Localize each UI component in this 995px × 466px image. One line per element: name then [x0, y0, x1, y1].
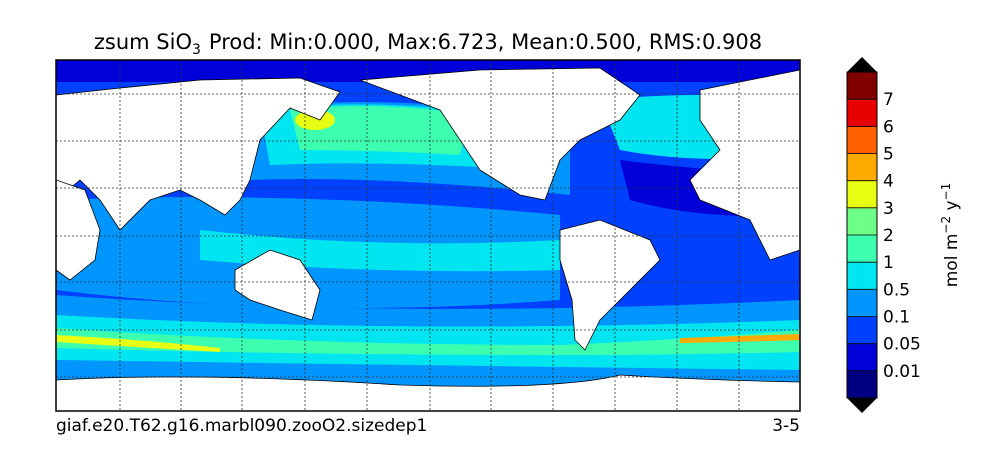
colorbar-segment	[847, 370, 877, 399]
ocean-zone	[680, 334, 800, 343]
colorbar-label: mol m−2 y−1	[939, 183, 962, 288]
land-australia	[234, 249, 321, 321]
colorbar-tick-label: 1	[883, 253, 894, 273]
colorbar: 0.01 0.05 0.1 0.5 1 2 3 4 5 6 7	[846, 57, 921, 413]
land-africa-east	[56, 179, 101, 281]
map-frame	[55, 59, 801, 412]
colorbar-segment	[847, 72, 877, 100]
land-europe-africa	[689, 69, 800, 261]
label-exp2: −1	[939, 183, 953, 201]
colorbar-tick-label: 3	[883, 199, 894, 219]
colorbar-tick-label: 0.1	[883, 308, 910, 328]
label-exp1: −2	[939, 216, 953, 234]
graticule	[56, 60, 800, 411]
label-base: mol m	[942, 234, 962, 288]
map	[56, 60, 800, 411]
colorbar-segment	[847, 126, 877, 154]
ocean-zone	[290, 106, 470, 155]
colorbar-tick-label: 5	[883, 145, 894, 165]
title-main: zsum SiO	[94, 30, 192, 54]
land-asia	[56, 77, 341, 231]
land-south-america	[559, 219, 661, 351]
colorbar-extend-bottom	[847, 398, 877, 413]
colorbar-tick-label: 0.01	[883, 362, 921, 382]
colorbar-segment	[847, 289, 877, 317]
colorbar-tick-label: 2	[883, 226, 894, 246]
colorbar-tick-label: 0.5	[883, 280, 910, 300]
colorbar-tick-label: 0.05	[883, 335, 921, 355]
colorbar-segment	[847, 99, 877, 127]
colorbar-segment	[847, 262, 877, 290]
colorbar-segment	[847, 180, 877, 209]
title-subscript: 3	[192, 42, 201, 58]
footer-left: giaf.e20.T62.g16.marbl090.zooO2.sizedep1	[56, 416, 427, 436]
label-mid: y	[942, 200, 962, 215]
title-stats: Prod: Min:0.000, Max:6.723, Mean:0.500, …	[209, 30, 762, 54]
colorbar-tick-label: 4	[883, 172, 894, 192]
colorbar-segment	[847, 207, 877, 236]
colorbar-tick-label: 7	[883, 90, 894, 110]
map-title: zsum SiO3 Prod: Min:0.000, Max:6.723, Mea…	[94, 30, 762, 58]
colorbar-segment	[847, 153, 877, 182]
footer-right: 3-5	[772, 416, 800, 436]
colorbar-segment	[847, 316, 877, 345]
colorbar-segment	[847, 343, 877, 372]
colorbar-segment	[847, 235, 877, 263]
colorbar-extend-top	[847, 57, 877, 72]
ocean-zone	[56, 335, 220, 352]
colorbar-tick-label: 6	[883, 117, 894, 137]
